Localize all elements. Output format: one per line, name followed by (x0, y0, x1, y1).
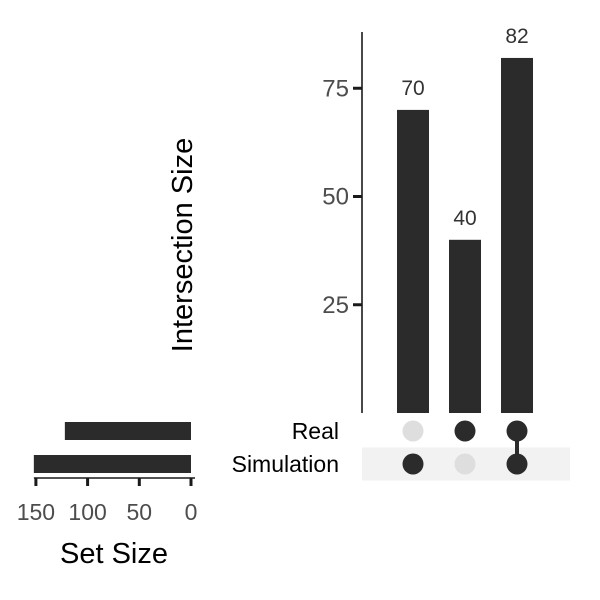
matrix-dot-active (454, 420, 476, 442)
set-size-tick-label: 150 (17, 499, 55, 525)
intersection-bar (397, 109, 429, 414)
set-size-panel: 150 100 50 0 Set Size (17, 422, 198, 570)
matrix-dot-active (506, 453, 528, 475)
set-size-tick-label: 100 (68, 499, 106, 525)
intersection-bar-label: 40 (453, 207, 476, 230)
set-labels: Real Simulation (232, 418, 339, 477)
intersection-matrix (402, 420, 528, 475)
matrix-dot-active (402, 453, 424, 475)
set-size-tick-label: 0 (185, 499, 198, 525)
set-label: Simulation (232, 451, 339, 477)
intersection-y-tick-label: 25 (322, 292, 349, 319)
set-size-x-ticks: 150 100 50 0 (17, 478, 198, 525)
matrix-dot-inactive (402, 420, 424, 442)
matrix-dot-active (506, 420, 528, 442)
intersection-y-axis-title: Intersection Size (167, 138, 199, 352)
intersection-bar-label: 82 (505, 25, 528, 48)
intersection-bar (501, 57, 533, 413)
intersection-y-tick-label: 75 (322, 75, 349, 102)
set-size-bar (33, 455, 191, 473)
set-size-bars (33, 422, 191, 473)
intersection-size-panel: 25 50 75 70 40 82 Intersection Size (167, 25, 533, 414)
set-label: Real (292, 418, 339, 444)
set-size-bar (64, 422, 191, 440)
intersection-bar (449, 239, 481, 413)
intersection-bars (397, 57, 533, 414)
set-size-x-axis-title: Set Size (60, 538, 168, 570)
intersection-y-tick-label: 50 (322, 184, 349, 211)
intersection-bar-labels: 70 40 82 (401, 25, 528, 230)
matrix-dots (402, 420, 528, 475)
intersection-bar-label: 70 (401, 77, 424, 100)
set-size-tick-label: 50 (127, 499, 153, 525)
matrix-dot-inactive (454, 453, 476, 475)
intersection-y-ticks: 25 50 75 (322, 75, 362, 319)
